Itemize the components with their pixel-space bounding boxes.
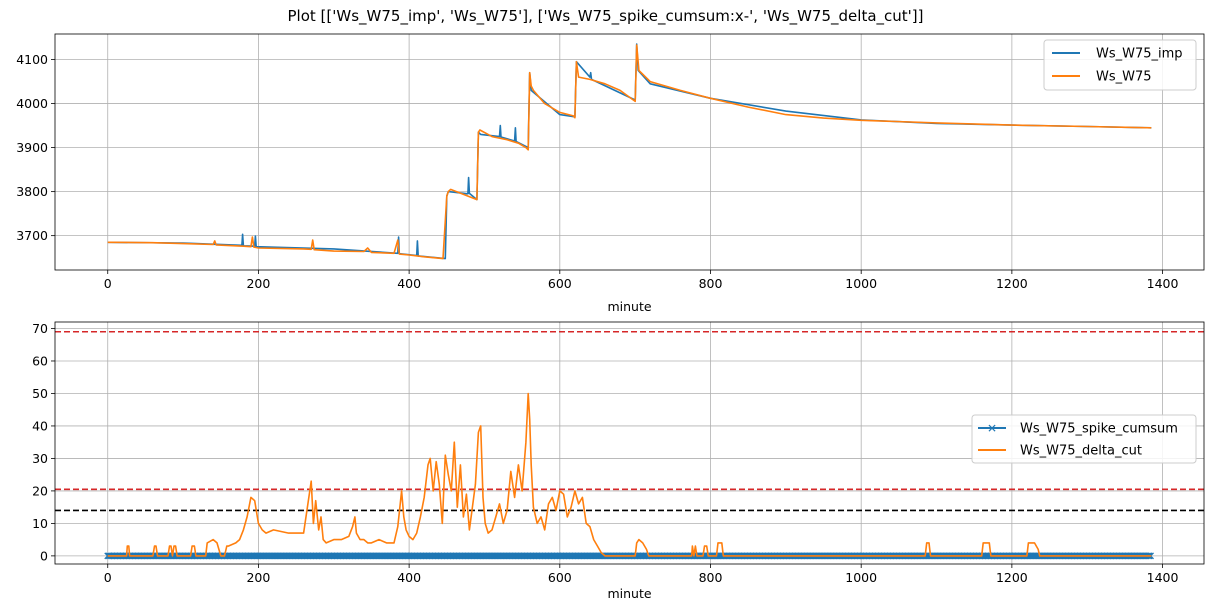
top-axes: 0 200 400 600 800 1000 1200 1400 3700 3800 3900 40… — [16, 33, 1205, 314]
top-x-tick-label: 200 — [246, 276, 270, 291]
bottom-plot-frame — [54, 321, 1205, 565]
top-x-ticks: 0 200 400 600 800 1000 1200 1400 — [104, 270, 1179, 291]
top-x-tick-label: 1400 — [1147, 276, 1179, 291]
top-y-tick-label: 4100 — [16, 52, 48, 67]
legend-label-ws-w75-imp: Ws_W75_imp — [1096, 47, 1183, 62]
legend-label-ws-w75-delta-cut: Ws_W75_delta_cut — [1020, 444, 1142, 459]
bottom-x-tick-label: 600 — [548, 570, 572, 585]
series-ws-w75-delta-cut — [107, 392, 1152, 557]
top-grid — [55, 34, 1204, 270]
top-x-tick-label: 800 — [699, 276, 723, 291]
bottom-x-ticks: 0 200 400 600 800 1000 1200 1400 — [104, 564, 1179, 585]
legend-marker-x-icon: ✕ — [987, 422, 997, 436]
bottom-reference-lines — [55, 330, 1204, 512]
top-y-ticks: 3700 3800 3900 4000 4100 — [16, 52, 55, 243]
top-y-tick-label: 3900 — [16, 140, 48, 155]
top-legend-box — [1043, 39, 1197, 91]
bottom-y-ticks: 0 10 20 30 40 50 60 70 — [32, 321, 55, 563]
bottom-y-tick-label: 40 — [32, 418, 48, 433]
top-x-tick-label: 1200 — [996, 276, 1028, 291]
bottom-y-tick-label: 70 — [32, 321, 48, 336]
bottom-x-tick-label: 400 — [397, 570, 421, 585]
bottom-x-tick-label: 1400 — [1147, 570, 1179, 585]
top-plot-background — [55, 34, 1204, 270]
top-plot-frame — [54, 33, 1205, 271]
bottom-series-layer — [104, 392, 1154, 560]
bottom-y-tick-label: 50 — [32, 386, 48, 401]
bottom-axes: 0 200 400 600 800 1000 1200 1400 0 10 20 30 40 50 60 7… — [32, 321, 1205, 601]
top-x-tick-label: 400 — [397, 276, 421, 291]
top-y-tick-label: 3700 — [16, 228, 48, 243]
bottom-y-tick-label: 10 — [32, 516, 48, 531]
top-x-tick-label: 0 — [104, 276, 112, 291]
bottom-x-tick-label: 0 — [104, 570, 112, 585]
top-x-axis-label: minute — [607, 299, 651, 314]
bottom-x-axis-label: minute — [607, 586, 651, 601]
bottom-y-tick-label: 60 — [32, 353, 48, 368]
top-x-tick-label: 1000 — [845, 276, 877, 291]
bottom-y-tick-label: 30 — [32, 451, 48, 466]
bottom-legend-box — [971, 414, 1197, 464]
top-legend: Ws_W75_imp Ws_W75 — [1043, 39, 1197, 91]
top-x-tick-label: 600 — [548, 276, 572, 291]
bottom-y-tick-label: 20 — [32, 483, 48, 498]
legend-label-ws-w75: Ws_W75 — [1096, 70, 1152, 85]
bottom-x-tick-label: 1200 — [996, 570, 1028, 585]
bottom-x-tick-label: 1000 — [845, 570, 877, 585]
legend-label-ws-w75-spike-cumsum: Ws_W75_spike_cumsum — [1020, 422, 1178, 437]
bottom-x-tick-label: 800 — [699, 570, 723, 585]
top-series-layer — [107, 43, 1152, 260]
top-y-tick-label: 3800 — [16, 184, 48, 199]
series-ws-w75 — [107, 44, 1152, 260]
top-y-tick-label: 4000 — [16, 96, 48, 111]
figure-title: Plot [['Ws_W75_imp', 'Ws_W75'], ['Ws_W75… — [288, 7, 924, 26]
bottom-x-tick-label: 200 — [246, 570, 270, 585]
bottom-y-tick-label: 0 — [40, 548, 48, 563]
bottom-legend: ✕ Ws_W75_spike_cumsum Ws_W75_delta_cut — [971, 414, 1197, 464]
